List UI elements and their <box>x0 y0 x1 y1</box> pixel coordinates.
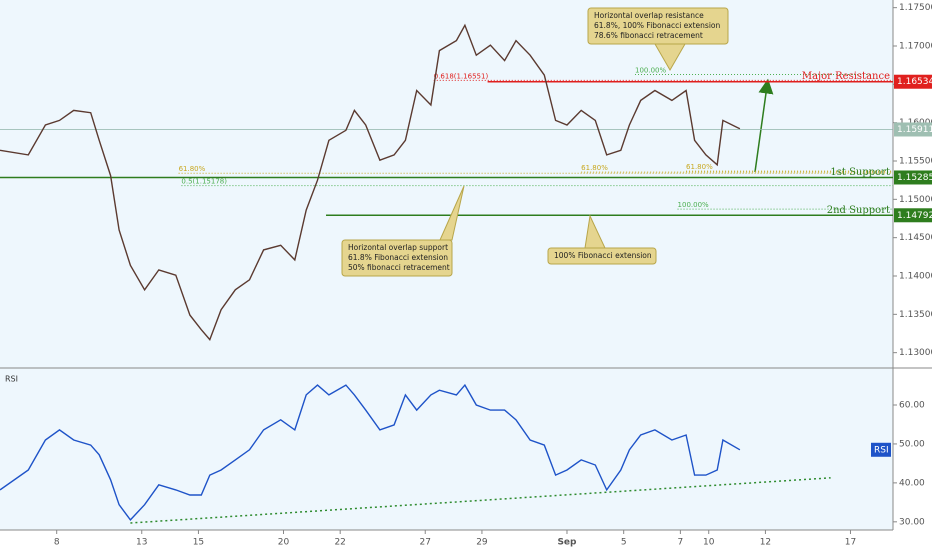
fib-label: 100.00% <box>678 201 709 209</box>
x-tick-label: 17 <box>845 538 856 548</box>
fib-label: 61.80% <box>179 165 206 173</box>
fib-label: 100.00% <box>635 66 666 74</box>
fib-label: 61.80% <box>581 164 608 172</box>
callout-text: 78.6% fibonacci retracement <box>594 31 703 40</box>
x-tick-label: 27 <box>420 538 431 548</box>
rsi-badge <box>871 442 891 457</box>
level-name: Major Resistance <box>802 71 890 82</box>
y-tick-label: 1.15500 <box>899 157 932 167</box>
y-tick-label: 1.17000 <box>899 42 932 52</box>
y-tick-label: 30.00 <box>899 517 925 527</box>
axis-background <box>893 0 932 550</box>
x-tick-label: 29 <box>476 538 488 548</box>
callout-text: Horizontal overlap resistance <box>594 11 704 20</box>
x-tick-label: 15 <box>193 538 204 548</box>
x-tick-label: Sep <box>557 538 577 548</box>
y-tick-label: 1.17500 <box>899 3 932 13</box>
fib-label: 61.80% <box>686 163 713 171</box>
x-tick-label: 13 <box>136 538 147 548</box>
series-line <box>0 23 741 341</box>
x-tick-label: 5 <box>621 538 627 548</box>
x-tick-label: 7 <box>678 538 684 548</box>
current-price-badge <box>894 122 932 137</box>
level-name: 1st Support <box>830 167 890 178</box>
y-tick-label: 1.13000 <box>899 348 932 358</box>
x-tick-label: 20 <box>278 538 290 548</box>
fib-label: 0.5(1.15178) <box>181 178 227 186</box>
y-tick-label: 1.14500 <box>899 233 932 243</box>
y-tick-label: 60.00 <box>899 400 925 410</box>
callout-box <box>341 239 453 277</box>
level-badge <box>894 170 932 185</box>
current-price-label: 1.15911 <box>897 125 932 135</box>
callout-text: 100% Fibonacci extension <box>554 251 652 260</box>
fib-label: 0.618(1.16551) <box>434 72 489 80</box>
callout-text: 61.8%, 100% Fibonacci extension <box>594 21 720 30</box>
level-badge <box>894 208 932 223</box>
level-value: 1.14792 <box>897 211 932 221</box>
level-badge <box>894 74 932 89</box>
rsi-pane-title: RSI <box>5 375 18 384</box>
x-tick-label: 8 <box>54 538 60 548</box>
level-value: 1.15285 <box>897 173 932 183</box>
callout-box <box>547 247 657 265</box>
callout-box <box>587 7 729 45</box>
y-tick-label: 1.15000 <box>899 195 932 205</box>
x-tick-label: 22 <box>334 538 345 548</box>
x-tick-label: 10 <box>703 538 715 548</box>
projection-arrow <box>754 78 774 173</box>
y-tick-label: 40.00 <box>899 478 925 488</box>
level-value: 1.16534 <box>897 77 932 87</box>
series-line <box>0 383 741 521</box>
y-tick-label: 1.13500 <box>899 310 932 320</box>
callout-text: Horizontal overlap support <box>348 243 448 252</box>
level-name: 2nd Support <box>827 205 890 216</box>
rsi-trendline <box>130 477 831 524</box>
rsi-badge-label: RSI <box>874 445 889 455</box>
y-tick-label: 1.14000 <box>899 272 932 282</box>
y-tick-label: 50.00 <box>899 439 925 449</box>
callout-text: 61.8% Fibonacci extension <box>348 253 448 262</box>
callout-text: 50% fibonacci retracement <box>348 263 450 272</box>
x-tick-label: 12 <box>760 538 771 548</box>
